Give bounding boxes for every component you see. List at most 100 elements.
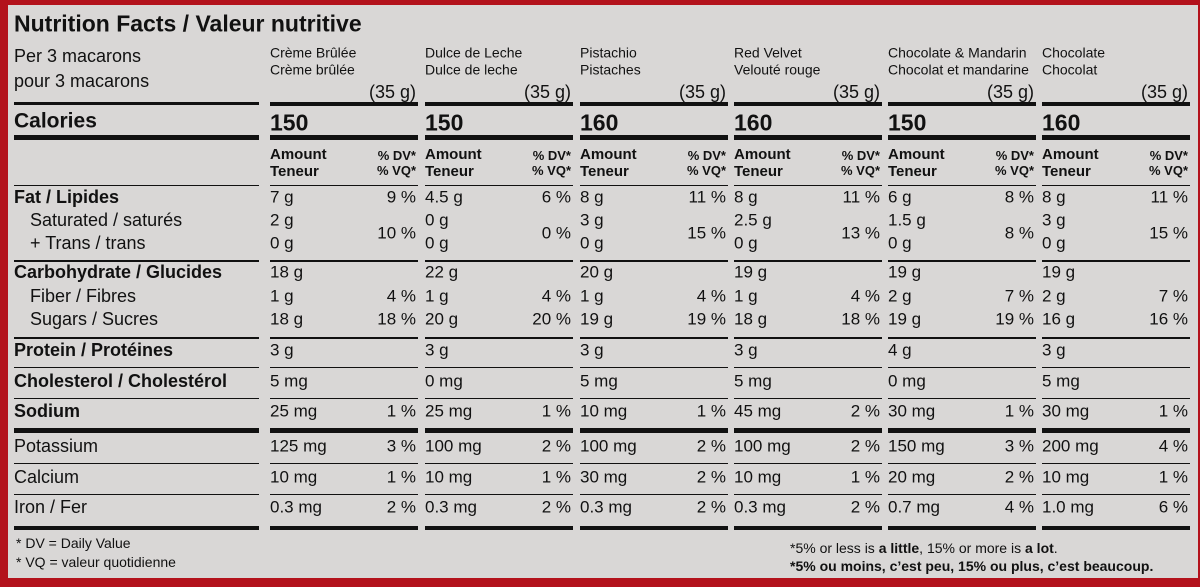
rule: [734, 367, 882, 368]
daily-value: 6 %: [541, 187, 571, 207]
product-name: Crème Brûlée: [270, 44, 357, 61]
column-header: Amount: [270, 145, 327, 163]
amount: 3 g: [734, 340, 758, 360]
rule: [734, 494, 882, 495]
rule: [580, 260, 728, 262]
text: a lot: [1025, 540, 1054, 556]
amount: 19 g: [888, 309, 922, 329]
amount: 3 g: [270, 340, 294, 360]
amount: 7 g: [270, 187, 294, 207]
column-header: Amount: [580, 145, 637, 163]
daily-value: 7 %: [1004, 286, 1034, 306]
rule: [425, 102, 573, 106]
column-header: % DV*: [1149, 147, 1188, 163]
daily-value: 11 %: [1150, 187, 1189, 207]
daily-value: 19 %: [687, 309, 726, 329]
rule: [14, 102, 259, 105]
rule: [888, 260, 1036, 262]
calories: 150: [888, 109, 927, 136]
amount: 0 mg: [888, 371, 926, 391]
daily-value: 2 %: [850, 401, 880, 421]
serving-size: (35 g): [986, 82, 1034, 103]
rule: [270, 185, 418, 186]
daily-value: 4 %: [850, 286, 880, 306]
product-name: Crème brûlée: [270, 61, 355, 78]
column-header: % VQ*: [840, 162, 880, 178]
daily-value: 15 %: [1149, 223, 1188, 243]
amount: 5 mg: [270, 371, 308, 391]
serving-size: (35 g): [832, 82, 880, 103]
amount: 30 mg: [1042, 401, 1090, 421]
amount: 8 g: [1042, 187, 1066, 207]
amount: 0.3 mg: [425, 497, 477, 517]
rule: [14, 185, 259, 186]
rule: [888, 102, 1036, 106]
rule: [14, 337, 259, 339]
amount: 20 g: [425, 309, 459, 329]
daily-value: 2 %: [696, 497, 726, 517]
product-name: Chocolate: [1042, 44, 1106, 61]
row-label: Saturated / saturés: [30, 210, 183, 231]
product-name: Chocolat et mandarine: [888, 61, 1029, 78]
row-label: Fiber / Fibres: [30, 286, 137, 307]
rule: [425, 185, 573, 186]
column-header: Teneur: [1042, 162, 1091, 180]
product-name: Red Velvet: [734, 44, 802, 61]
row-label: Cholesterol / Cholestérol: [14, 371, 228, 392]
column-header: Amount: [1042, 145, 1099, 163]
amount: 10 mg: [270, 467, 318, 487]
amount: 200 mg: [1042, 436, 1099, 456]
daily-value: 2 %: [386, 497, 416, 517]
amount: 0 g: [734, 233, 758, 253]
rule: [270, 135, 418, 140]
daily-value: 6 %: [1158, 497, 1188, 517]
rule: [425, 367, 573, 368]
amount: 0.7 mg: [888, 497, 940, 517]
amount: 5 mg: [1042, 371, 1080, 391]
text: beaucoup: [1083, 558, 1150, 574]
column-header: % DV*: [687, 147, 726, 163]
rule: [734, 135, 882, 140]
serving: pour 3 macarons: [14, 71, 150, 92]
rule: [1042, 463, 1190, 464]
amount: 0 g: [425, 210, 449, 230]
daily-value: 0 %: [541, 223, 571, 243]
row-label: Calories: [14, 109, 97, 133]
rule: [270, 367, 418, 368]
rule: [580, 135, 728, 140]
calories: 160: [580, 109, 619, 136]
amount: 19 g: [1042, 262, 1076, 282]
amount: 0 g: [425, 233, 449, 253]
amount: 0 g: [888, 233, 912, 253]
rule: [425, 260, 573, 262]
product-name: Chocolate & Mandarin: [888, 44, 1027, 61]
column-header: Teneur: [580, 162, 629, 180]
rule: [14, 463, 259, 464]
footnote: *5% or less is a little, 15% or more is …: [790, 540, 1058, 556]
column-header: % DV*: [995, 147, 1034, 163]
amount: 1.5 g: [888, 210, 926, 230]
column-header: % DV*: [532, 147, 571, 163]
column-header: % VQ*: [1148, 162, 1188, 178]
rule: [425, 135, 573, 140]
daily-value: 2 %: [541, 436, 571, 456]
amount: 2 g: [888, 286, 912, 306]
amount: 4 g: [888, 340, 912, 360]
amount: 1 g: [270, 286, 294, 306]
amount: 1 g: [734, 286, 758, 306]
rule: [734, 526, 882, 530]
amount: 8 g: [580, 187, 604, 207]
row-label: Carbohydrate / Glucides: [14, 262, 223, 283]
row-label: + Trans / trans: [30, 233, 146, 254]
product-name: Pistachio: [580, 44, 637, 61]
footnote: * DV = Daily Value: [16, 535, 131, 551]
rule: [734, 102, 882, 106]
rule: [734, 337, 882, 339]
text: .: [1149, 558, 1154, 574]
rule: [14, 398, 259, 399]
column-header: Amount: [734, 145, 791, 163]
rule: [1042, 260, 1190, 262]
rule: [1042, 367, 1190, 368]
amount: 10 mg: [734, 467, 782, 487]
rule: [888, 185, 1036, 186]
